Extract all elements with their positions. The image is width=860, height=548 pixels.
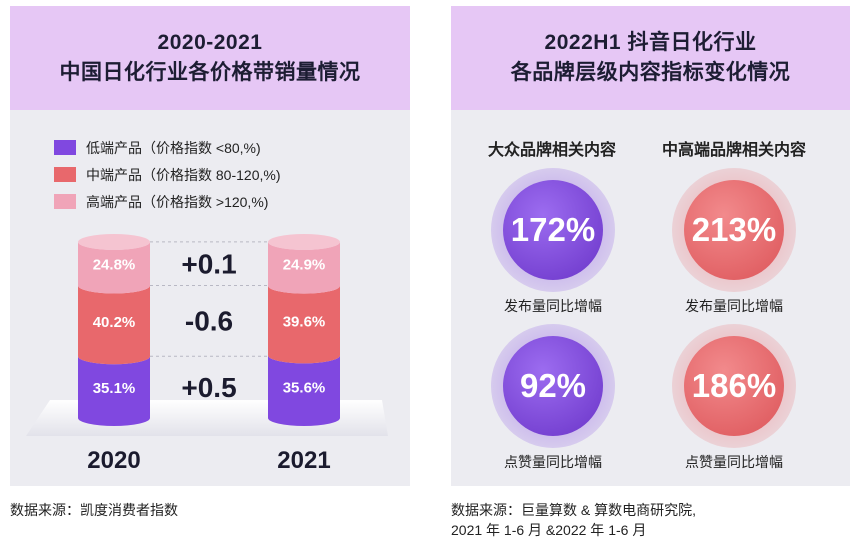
left-title-line1: 2020-2021 bbox=[157, 31, 263, 54]
x-tick-label-2021: 2021 bbox=[277, 447, 330, 474]
bar-segment-2020-1 bbox=[78, 285, 150, 365]
legend-item-high: 高端产品（价格指数 >120,%) bbox=[54, 188, 280, 215]
data-label-2021-0: 35.6% bbox=[283, 380, 326, 397]
right-source-line2: 2021 年 1-6 月 &2022 年 1-6 月 bbox=[451, 522, 647, 538]
metric-value-premium-likes: 186% bbox=[684, 336, 784, 436]
metric-label-mass-posts: 发布量同比增幅 bbox=[504, 298, 602, 314]
metric-circle-mass-likes: 92% bbox=[491, 324, 615, 448]
cylinder-top-2020 bbox=[78, 234, 150, 250]
metric-value-premium-posts: 213% bbox=[684, 180, 784, 280]
legend-swatch-mid bbox=[54, 167, 76, 182]
diff-label-2: +0.5 bbox=[181, 372, 236, 403]
left-panel-header: 2020-2021 中国日化行业各价格带销量情况 bbox=[10, 6, 410, 110]
cylinder-top-2021 bbox=[268, 234, 340, 250]
metric-circle-premium-posts: 213% bbox=[672, 168, 796, 292]
legend-label-mid: 中端产品（价格指数 80-120,%) bbox=[86, 166, 281, 183]
right-title-line1: 2022H1 抖音日化行业 bbox=[544, 31, 757, 54]
legend-swatch-high bbox=[54, 194, 76, 209]
right-source-line1: 数据来源：巨量算数 & 算数电商研究院, bbox=[451, 502, 697, 518]
bar-segment-2020-2 bbox=[78, 241, 150, 294]
bar-segment-2020-0 bbox=[78, 356, 150, 426]
metric-circle-mass-posts: 172% bbox=[491, 168, 615, 292]
metric-label-premium-likes: 点赞量同比增幅 bbox=[685, 454, 783, 470]
metric-value-mass-posts: 172% bbox=[503, 180, 603, 280]
legend-item-low: 低端产品（价格指数 <80,%) bbox=[54, 134, 280, 161]
metric-label-premium-posts: 发布量同比增幅 bbox=[685, 298, 783, 314]
left-title-line2: 中国日化行业各价格带销量情况 bbox=[59, 61, 361, 84]
bar-segment-2021-2 bbox=[268, 241, 340, 294]
right-panel-header: 2022H1 抖音日化行业 各品牌层级内容指标变化情况 bbox=[451, 6, 850, 110]
right-source-note: 数据来源：巨量算数 & 算数电商研究院, 2021 年 1-6 月 &2022 … bbox=[451, 500, 696, 540]
data-label-2020-2: 24.8% bbox=[93, 257, 136, 274]
data-label-2020-1: 40.2% bbox=[93, 314, 136, 331]
right-panel: 2022H1 抖音日化行业 各品牌层级内容指标变化情况 大众品牌相关内容 中高端… bbox=[451, 6, 850, 486]
legend-label-high: 高端产品（价格指数 >120,%) bbox=[86, 193, 269, 210]
col-title-mass: 大众品牌相关内容 bbox=[487, 142, 616, 159]
bar-segment-2021-1 bbox=[268, 285, 340, 364]
data-label-2020-0: 35.1% bbox=[93, 380, 136, 397]
x-tick-label-2020: 2020 bbox=[87, 447, 140, 474]
bar-segment-2021-0 bbox=[268, 355, 340, 426]
diff-label-1: -0.6 bbox=[185, 306, 233, 337]
left-panel: 2020-2021 中国日化行业各价格带销量情况 低端产品（价格指数 <80,%… bbox=[10, 6, 410, 486]
data-label-2021-1: 39.6% bbox=[283, 313, 326, 330]
data-label-2021-2: 24.9% bbox=[283, 257, 326, 274]
legend-swatch-low bbox=[54, 140, 76, 155]
diff-label-0: +0.1 bbox=[181, 249, 236, 280]
metric-value-mass-likes: 92% bbox=[503, 336, 603, 436]
chart-legend: 低端产品（价格指数 <80,%) 中端产品（价格指数 80-120,%) 高端产… bbox=[54, 134, 280, 215]
col-title-premium: 中高端品牌相关内容 bbox=[661, 142, 806, 159]
cylinder-stacked-bar-chart: 35.1% 40.2% 24.8% 35.6% 39.6% 24.9% +0.1 -0.6 +… bbox=[26, 234, 388, 474]
left-source-note: 数据来源：凯度消费者指数 bbox=[10, 502, 178, 518]
legend-item-mid: 中端产品（价格指数 80-120,%) bbox=[54, 161, 280, 188]
metric-label-mass-likes: 点赞量同比增幅 bbox=[504, 454, 602, 470]
right-title-line2: 各品牌层级内容指标变化情况 bbox=[510, 61, 791, 84]
metric-circle-premium-likes: 186% bbox=[672, 324, 796, 448]
legend-label-low: 低端产品（价格指数 <80,%) bbox=[86, 139, 261, 156]
